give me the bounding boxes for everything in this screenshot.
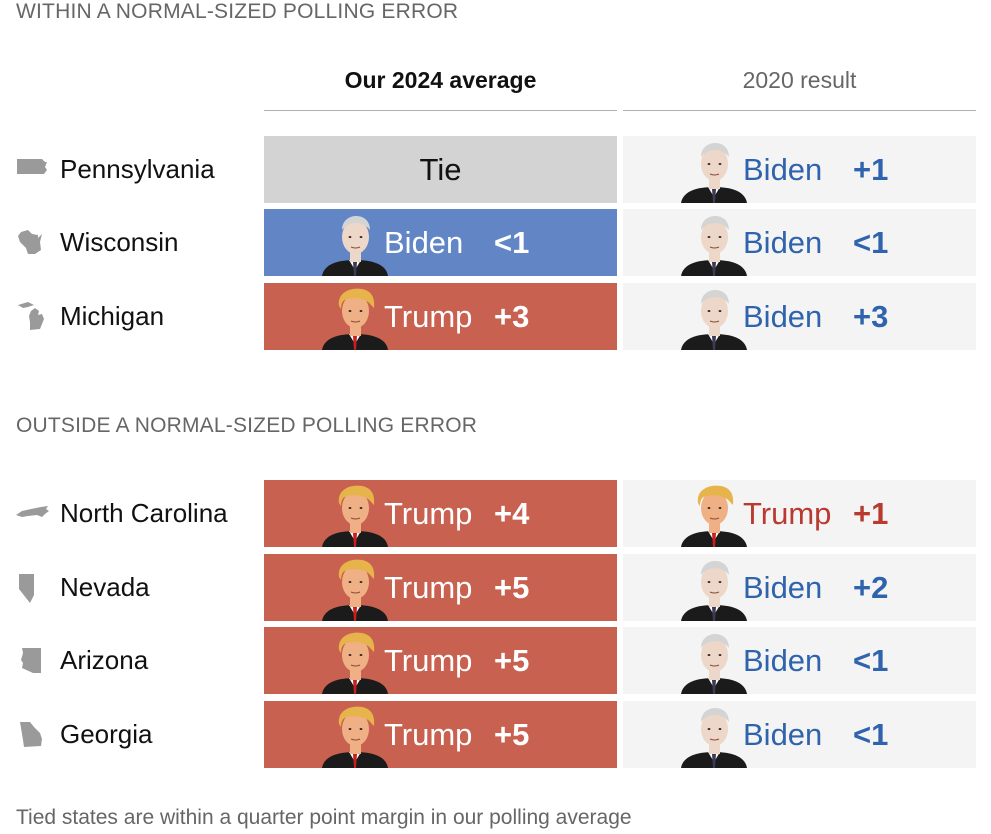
michigan-shape-icon	[16, 300, 50, 334]
column-header-2020-result: 2020 result	[742, 66, 857, 93]
georgia-shape-icon	[16, 718, 50, 752]
candidate-name: Biden	[743, 717, 823, 752]
state-name: Pennsylvania	[60, 154, 215, 184]
margin-value: +1	[853, 152, 889, 187]
trump-portrait-icon	[320, 702, 390, 768]
candidate-name: Trump	[743, 496, 832, 531]
state-name: Nevada	[60, 572, 150, 602]
avg-2024-cell-biden: Biden <1	[264, 209, 617, 276]
state-row-nevada: Nevada Trump +5 Biden +2	[0, 554, 991, 621]
candidate-name: Biden	[743, 643, 823, 678]
avg-2024-cell-trump: Trump +5	[264, 627, 617, 694]
avg-2024-cell-trump: Trump +5	[264, 554, 617, 621]
state-label: Nevada	[16, 554, 150, 621]
result-2020-cell-biden: Biden <1	[623, 209, 976, 276]
section-title-outside: OUTSIDE A NORMAL-SIZED POLLING ERROR	[16, 414, 478, 437]
biden-portrait-icon	[679, 137, 749, 203]
result-2020-cell-biden: Biden +3	[623, 283, 976, 350]
state-name: Georgia	[60, 719, 153, 749]
margin-value: +5	[494, 570, 530, 605]
candidate-name: Biden	[743, 570, 823, 605]
nevada-shape-icon	[16, 571, 50, 605]
state-row-georgia: Georgia Trump +5 Biden <1	[0, 701, 991, 768]
avg-2024-cell-trump: Trump +5	[264, 701, 617, 768]
column-rule-right	[623, 110, 976, 111]
result-2020-cell-biden: Biden <1	[623, 701, 976, 768]
state-row-arizona: Arizona Trump +5 Biden <1	[0, 627, 991, 694]
margin-value: +5	[494, 717, 530, 752]
candidate-name: Trump	[384, 717, 473, 752]
arizona-shape-icon	[16, 644, 50, 678]
candidate-name: Biden	[743, 225, 823, 260]
result-2020-cell-biden: Biden +1	[623, 136, 976, 203]
margin-value: <1	[853, 225, 889, 260]
wisconsin-shape-icon	[16, 226, 50, 260]
margin-value: <1	[494, 225, 530, 260]
margin-value: <1	[853, 717, 889, 752]
section-title-within: WITHIN A NORMAL-SIZED POLLING ERROR	[16, 0, 459, 23]
state-name: Wisconsin	[60, 227, 179, 257]
margin-value: +2	[853, 570, 889, 605]
candidate-name: Biden	[743, 152, 823, 187]
state-row-wisconsin: Wisconsin Biden <1 Biden <1	[0, 209, 991, 276]
trump-portrait-icon	[320, 481, 390, 547]
candidate-name: Trump	[384, 643, 473, 678]
candidate-name: Trump	[384, 570, 473, 605]
biden-portrait-icon	[679, 628, 749, 694]
result-2020-cell-biden: Biden +2	[623, 554, 976, 621]
column-header-2024-average: Our 2024 average	[344, 66, 537, 93]
margin-value: +5	[494, 643, 530, 678]
candidate-name: Trump	[384, 496, 473, 531]
state-label: Michigan	[16, 283, 164, 350]
trump-portrait-icon	[320, 284, 390, 350]
north-carolina-shape-icon	[16, 497, 50, 531]
avg-2024-cell-trump: Trump +4	[264, 480, 617, 547]
margin-value: +4	[494, 496, 530, 531]
avg-2024-cell-tie: Tie	[264, 136, 617, 203]
state-name: Michigan	[60, 301, 165, 331]
candidate-name: Biden	[384, 225, 464, 260]
state-label: Arizona	[16, 627, 148, 694]
candidate-name: Biden	[743, 299, 823, 334]
state-name: North Carolina	[60, 498, 228, 528]
margin-value: +3	[853, 299, 889, 334]
pennsylvania-shape-icon	[16, 153, 50, 187]
column-rule-left	[264, 110, 617, 111]
biden-portrait-icon	[679, 284, 749, 350]
state-label: Pennsylvania	[16, 136, 215, 203]
margin-value: +1	[853, 496, 889, 531]
trump-portrait-icon	[320, 555, 390, 621]
margin-value: <1	[853, 643, 889, 678]
margin-value: +3	[494, 299, 530, 334]
biden-portrait-icon	[320, 210, 390, 276]
state-row-pennsylvania: Pennsylvania Tie Biden +1	[0, 136, 991, 203]
footnote: Tied states are within a quarter point m…	[16, 806, 632, 829]
result-2020-cell-biden: Biden <1	[623, 627, 976, 694]
tie-label: Tie	[419, 151, 462, 187]
trump-portrait-icon	[320, 628, 390, 694]
biden-portrait-icon	[679, 210, 749, 276]
result-2020-cell-trump: Trump +1	[623, 480, 976, 547]
state-label: North Carolina	[16, 480, 228, 547]
biden-portrait-icon	[679, 555, 749, 621]
trump-portrait-icon	[679, 481, 749, 547]
state-label: Georgia	[16, 701, 153, 768]
state-row-north-carolina: North Carolina Trump +4 Trump +1	[0, 480, 991, 547]
candidate-name: Trump	[384, 299, 473, 334]
state-name: Arizona	[60, 645, 149, 675]
state-row-michigan: Michigan Trump +3 Biden +3	[0, 283, 991, 350]
biden-portrait-icon	[679, 702, 749, 768]
avg-2024-cell-trump: Trump +3	[264, 283, 617, 350]
state-label: Wisconsin	[16, 209, 178, 276]
